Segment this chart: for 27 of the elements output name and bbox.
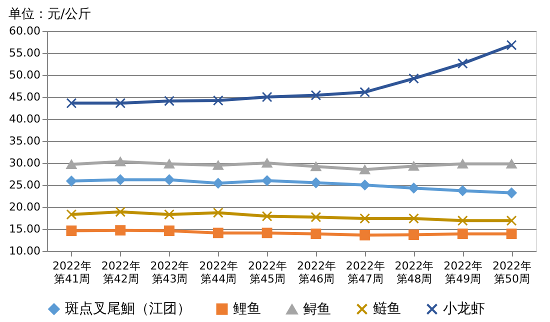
y-tick-label: 60.00 (9, 24, 40, 38)
y-tick-label: 45.00 (9, 90, 40, 104)
x-tick-label: 2022年第50周 (492, 260, 532, 286)
x-tick-label: 2022年第45周 (248, 260, 288, 286)
y-tick-label: 40.00 (9, 112, 40, 126)
x-tick-label: 2022年第43周 (150, 260, 190, 286)
y-tick-label: 20.00 (9, 200, 40, 214)
x-tick-label: 2022年第42周 (101, 260, 140, 286)
y-tick-label: 55.00 (9, 46, 40, 60)
x-tick-label: 2022年第41周 (52, 260, 92, 286)
y-tick-label: 25.00 (9, 178, 40, 192)
legend-label: 鲟鱼 (303, 301, 331, 318)
legend-label: 鲢鱼 (373, 301, 401, 318)
x-tick-label: 2022年第46周 (296, 260, 336, 286)
x-tick-label: 2022年第47周 (346, 260, 385, 286)
y-tick-label: 15.00 (9, 222, 40, 236)
legend-label: 小龙虾 (443, 301, 485, 318)
y-tick-label: 35.00 (9, 134, 40, 148)
y-tick-label: 30.00 (9, 156, 40, 170)
x-tick-label: 2022年第49周 (444, 260, 483, 286)
y-tick-label: 10.00 (9, 244, 40, 258)
x-tick-label: 2022年第44周 (199, 260, 238, 286)
legend-label: 鲤鱼 (233, 301, 261, 318)
chart-title: 单位：元/公斤 (8, 7, 91, 22)
x-tick-label: 2022年第48周 (394, 260, 434, 286)
legend-label: 斑点叉尾鮰（江团） (65, 301, 191, 318)
y-tick-label: 50.00 (9, 68, 40, 82)
